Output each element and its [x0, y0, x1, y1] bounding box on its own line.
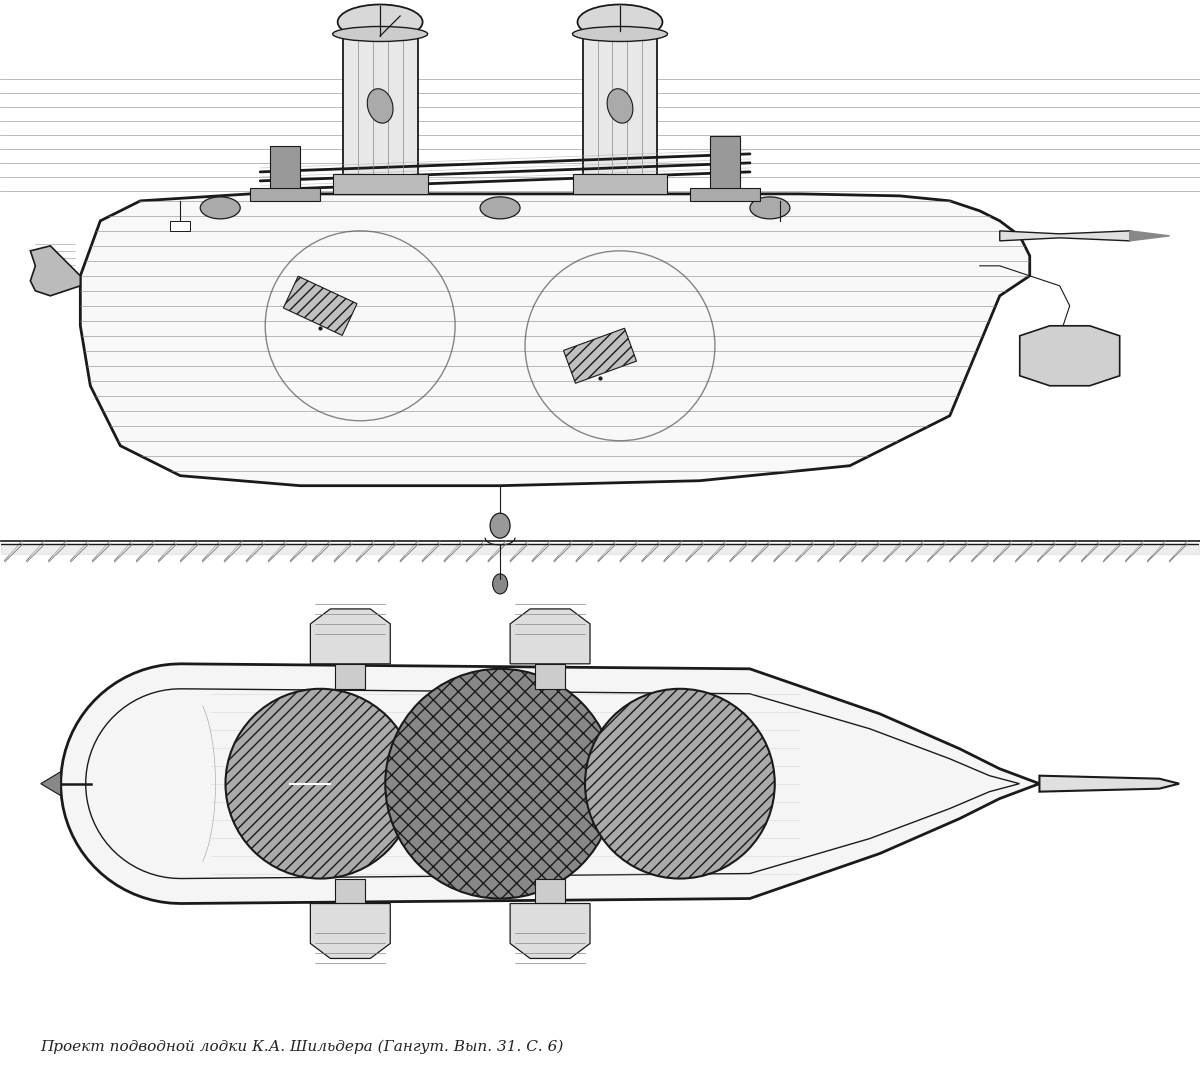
Circle shape: [586, 689, 775, 878]
Ellipse shape: [577, 4, 662, 39]
Polygon shape: [335, 664, 365, 689]
Polygon shape: [30, 246, 80, 296]
Polygon shape: [564, 328, 636, 384]
Polygon shape: [61, 664, 1039, 904]
Polygon shape: [710, 135, 740, 194]
Ellipse shape: [332, 27, 427, 42]
Polygon shape: [311, 904, 390, 958]
Ellipse shape: [493, 574, 508, 594]
Polygon shape: [535, 664, 565, 689]
Polygon shape: [535, 878, 565, 904]
Ellipse shape: [490, 513, 510, 538]
Polygon shape: [690, 188, 760, 200]
Ellipse shape: [480, 197, 520, 219]
Polygon shape: [572, 174, 667, 194]
Polygon shape: [343, 34, 418, 194]
Polygon shape: [170, 221, 191, 231]
Polygon shape: [41, 772, 61, 795]
Ellipse shape: [607, 88, 632, 124]
Text: Проект подводной лодки К.А. Шильдера (Гангут. Вып. 31. С. 6): Проект подводной лодки К.А. Шильдера (Га…: [40, 1039, 563, 1053]
Circle shape: [385, 668, 614, 899]
Ellipse shape: [750, 197, 790, 219]
Polygon shape: [1039, 776, 1180, 792]
Polygon shape: [335, 878, 365, 904]
Polygon shape: [1020, 326, 1120, 386]
Polygon shape: [283, 276, 358, 336]
Polygon shape: [510, 609, 590, 664]
Polygon shape: [510, 904, 590, 958]
Polygon shape: [251, 188, 320, 200]
Polygon shape: [80, 194, 1030, 486]
Polygon shape: [1129, 231, 1170, 241]
Ellipse shape: [572, 27, 667, 42]
Polygon shape: [582, 34, 658, 194]
Polygon shape: [270, 146, 300, 194]
Polygon shape: [332, 174, 427, 194]
Polygon shape: [311, 609, 390, 664]
Ellipse shape: [337, 4, 422, 39]
Ellipse shape: [200, 197, 240, 219]
Circle shape: [226, 689, 415, 878]
Ellipse shape: [367, 88, 394, 124]
Polygon shape: [1000, 231, 1150, 241]
